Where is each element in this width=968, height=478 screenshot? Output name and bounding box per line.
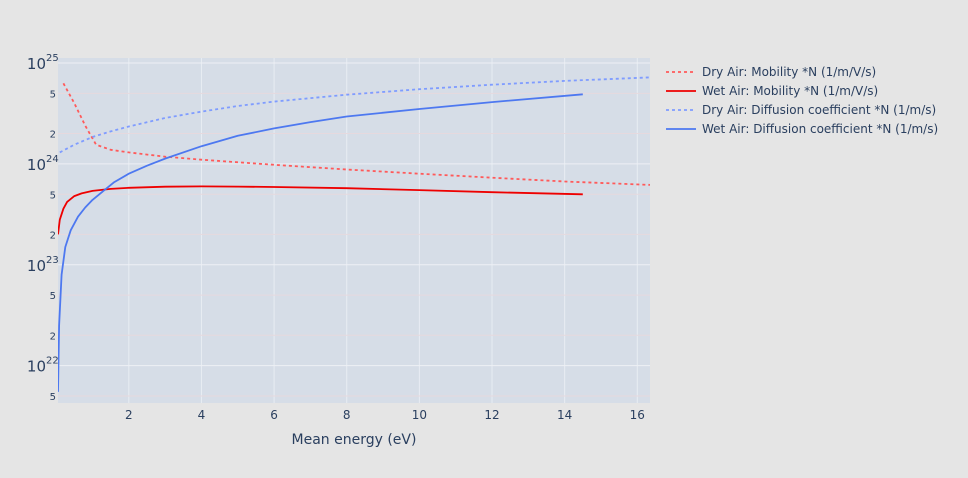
- x-tick-label: 4: [198, 408, 206, 422]
- y-tick-label: 10: [27, 156, 46, 174]
- y-tick-label: 10: [27, 257, 46, 275]
- series-line-1: [62, 82, 650, 186]
- x-axis-title: Mean energy (eV): [292, 432, 417, 448]
- plot-area: [58, 58, 650, 403]
- x-tick-label: 8: [343, 408, 351, 422]
- legend-item-label: Wet Air: Mobility *N (1/m/V/s): [702, 84, 878, 98]
- y-tick-exponent: 23: [46, 255, 59, 266]
- y-minor-tick-label: 2: [50, 230, 56, 241]
- x-axis-ticks: 2 4 6 8 10 12 14 16: [125, 408, 645, 422]
- series-line-3: [59, 76, 650, 154]
- y-tick-exponent: 25: [46, 53, 59, 64]
- x-tick-label: 12: [484, 408, 499, 422]
- y-tick-label: 10: [27, 358, 46, 376]
- y-minor-tick-label: 5: [50, 190, 56, 201]
- series-line-2: [58, 185, 583, 235]
- y-tick-label: 10: [27, 55, 46, 73]
- legend: Dry Air: Mobility *N (1/m/V/s) Wet Air: M…: [666, 65, 938, 136]
- x-tick-label: 6: [270, 408, 278, 422]
- y-tick-exponent: 24: [46, 154, 59, 165]
- series-line-4: [58, 93, 583, 392]
- legend-item-label: Dry Air: Diffusion coefficient *N (1/m/s…: [702, 103, 936, 117]
- x-tick-label: 2: [125, 408, 133, 422]
- y-minor-tick-label: 5: [50, 392, 56, 403]
- legend-item-label: Wet Air: Diffusion coefficient *N (1/m/s…: [702, 122, 938, 136]
- x-tick-label: 16: [630, 408, 645, 422]
- y-minor-tick-label: 5: [50, 89, 56, 100]
- y-minor-tick-label: 5: [50, 291, 56, 302]
- legend-item-label: Dry Air: Mobility *N (1/m/V/s): [702, 65, 876, 79]
- y-minor-tick-label: 2: [50, 331, 56, 342]
- x-tick-label: 10: [412, 408, 427, 422]
- series-lines: [58, 76, 650, 392]
- y-minor-tick-label: 2: [50, 130, 56, 141]
- x-tick-label: 14: [557, 408, 572, 422]
- y-tick-exponent: 22: [46, 356, 59, 367]
